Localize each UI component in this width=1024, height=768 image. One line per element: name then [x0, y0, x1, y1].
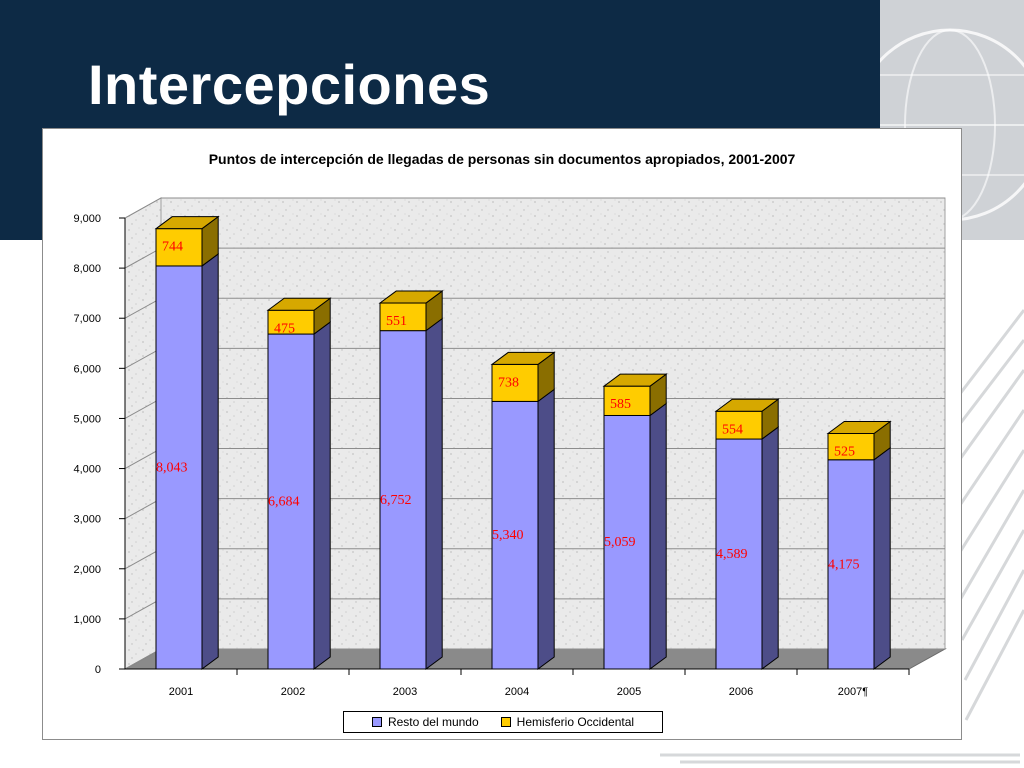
y-tick-label: 5,000 [73, 413, 101, 425]
bar-top-face [154, 216, 220, 230]
bar-top-face [378, 290, 444, 304]
data-label-resto: 6,752 [380, 493, 412, 508]
bar-side-face [313, 321, 331, 670]
x-tick-label: 2007¶ [838, 686, 868, 698]
y-tick-label: 0 [95, 664, 101, 676]
y-tick-label: 9,000 [73, 213, 101, 225]
legend-swatch-hemisferio [500, 717, 511, 727]
data-label-hemisferio: 744 [162, 240, 183, 255]
data-label-resto: 5,059 [604, 535, 636, 550]
bar-hemisferio-occidental [155, 228, 203, 267]
bar-top-face [490, 351, 556, 365]
bar-side-face [649, 402, 667, 670]
bar-resto-del-mundo [379, 330, 427, 670]
bar-side-face [537, 388, 555, 670]
bar-hemisferio-occidental [715, 410, 763, 440]
bar-top-face [826, 420, 892, 434]
x-tick-label: 2003 [393, 686, 417, 698]
x-tick-label: 2004 [505, 686, 529, 698]
y-tick-label: 2,000 [73, 564, 101, 576]
data-label-hemisferio: 551 [386, 314, 407, 329]
x-tick-label: 2006 [729, 686, 753, 698]
legend-item-resto: Resto del mundo [371, 715, 479, 729]
data-label-hemisferio: 475 [274, 321, 295, 336]
data-label-hemisferio: 554 [722, 422, 743, 437]
data-label-hemisferio: 738 [498, 375, 519, 390]
legend-label-hemisferio: Hemisferio Occidental [516, 715, 635, 729]
bar-hemisferio-occidental [603, 385, 651, 416]
bar-side-face [425, 317, 443, 670]
legend-label-resto: Resto del mundo [387, 715, 479, 729]
legend-item-hemisferio: Hemisferio Occidental [500, 715, 635, 729]
bar-side-face [873, 446, 891, 670]
y-tick-label: 7,000 [73, 313, 101, 325]
y-tick-label: 8,000 [73, 263, 101, 275]
data-label-hemisferio: 585 [610, 397, 631, 412]
bar-side-face [201, 252, 219, 670]
bar-top-face [602, 373, 668, 387]
bar-top-face [266, 297, 332, 311]
chart-title: Puntos de intercepción de llegadas de pe… [208, 151, 796, 167]
bar-top-face [714, 398, 780, 412]
bar-resto-del-mundo [491, 400, 539, 670]
chart-legend: Resto del mundo Hemisferio Occidental [343, 711, 663, 733]
legend-swatch-resto [371, 717, 382, 727]
data-label-hemisferio: 525 [834, 444, 855, 459]
data-label-resto: 4,175 [828, 557, 860, 572]
decorative-lines [660, 309, 1024, 764]
x-tick-label: 2002 [281, 686, 305, 698]
bar-resto-del-mundo [827, 459, 875, 670]
bar-hemisferio-occidental [491, 363, 539, 402]
y-gridline [124, 197, 945, 219]
bar-hemisferio-occidental [827, 432, 875, 461]
y-tick-label: 6,000 [73, 363, 101, 375]
y-tick-label: 3,000 [73, 514, 101, 526]
data-label-resto: 5,340 [492, 528, 524, 543]
bar-side-face [761, 426, 779, 670]
y-tick-label: 4,000 [73, 464, 101, 476]
data-label-resto: 6,684 [268, 495, 300, 510]
data-label-resto: 8,043 [156, 460, 188, 475]
slide-title: Intercepciones [88, 53, 491, 116]
data-label-resto: 4,589 [716, 547, 748, 562]
bar-resto-del-mundo [603, 414, 651, 670]
y-tick-label: 1,000 [73, 614, 101, 626]
x-tick-label: 2005 [617, 686, 641, 698]
x-tick-label: 2001 [169, 686, 193, 698]
chart-panel: Puntos de intercepción de llegadas de pe… [42, 128, 962, 740]
bar-hemisferio-occidental [379, 302, 427, 332]
bar-chart: 8,043 744 6,684 475 6,752 551 5,340 738 5,059 585… [73, 197, 947, 698]
